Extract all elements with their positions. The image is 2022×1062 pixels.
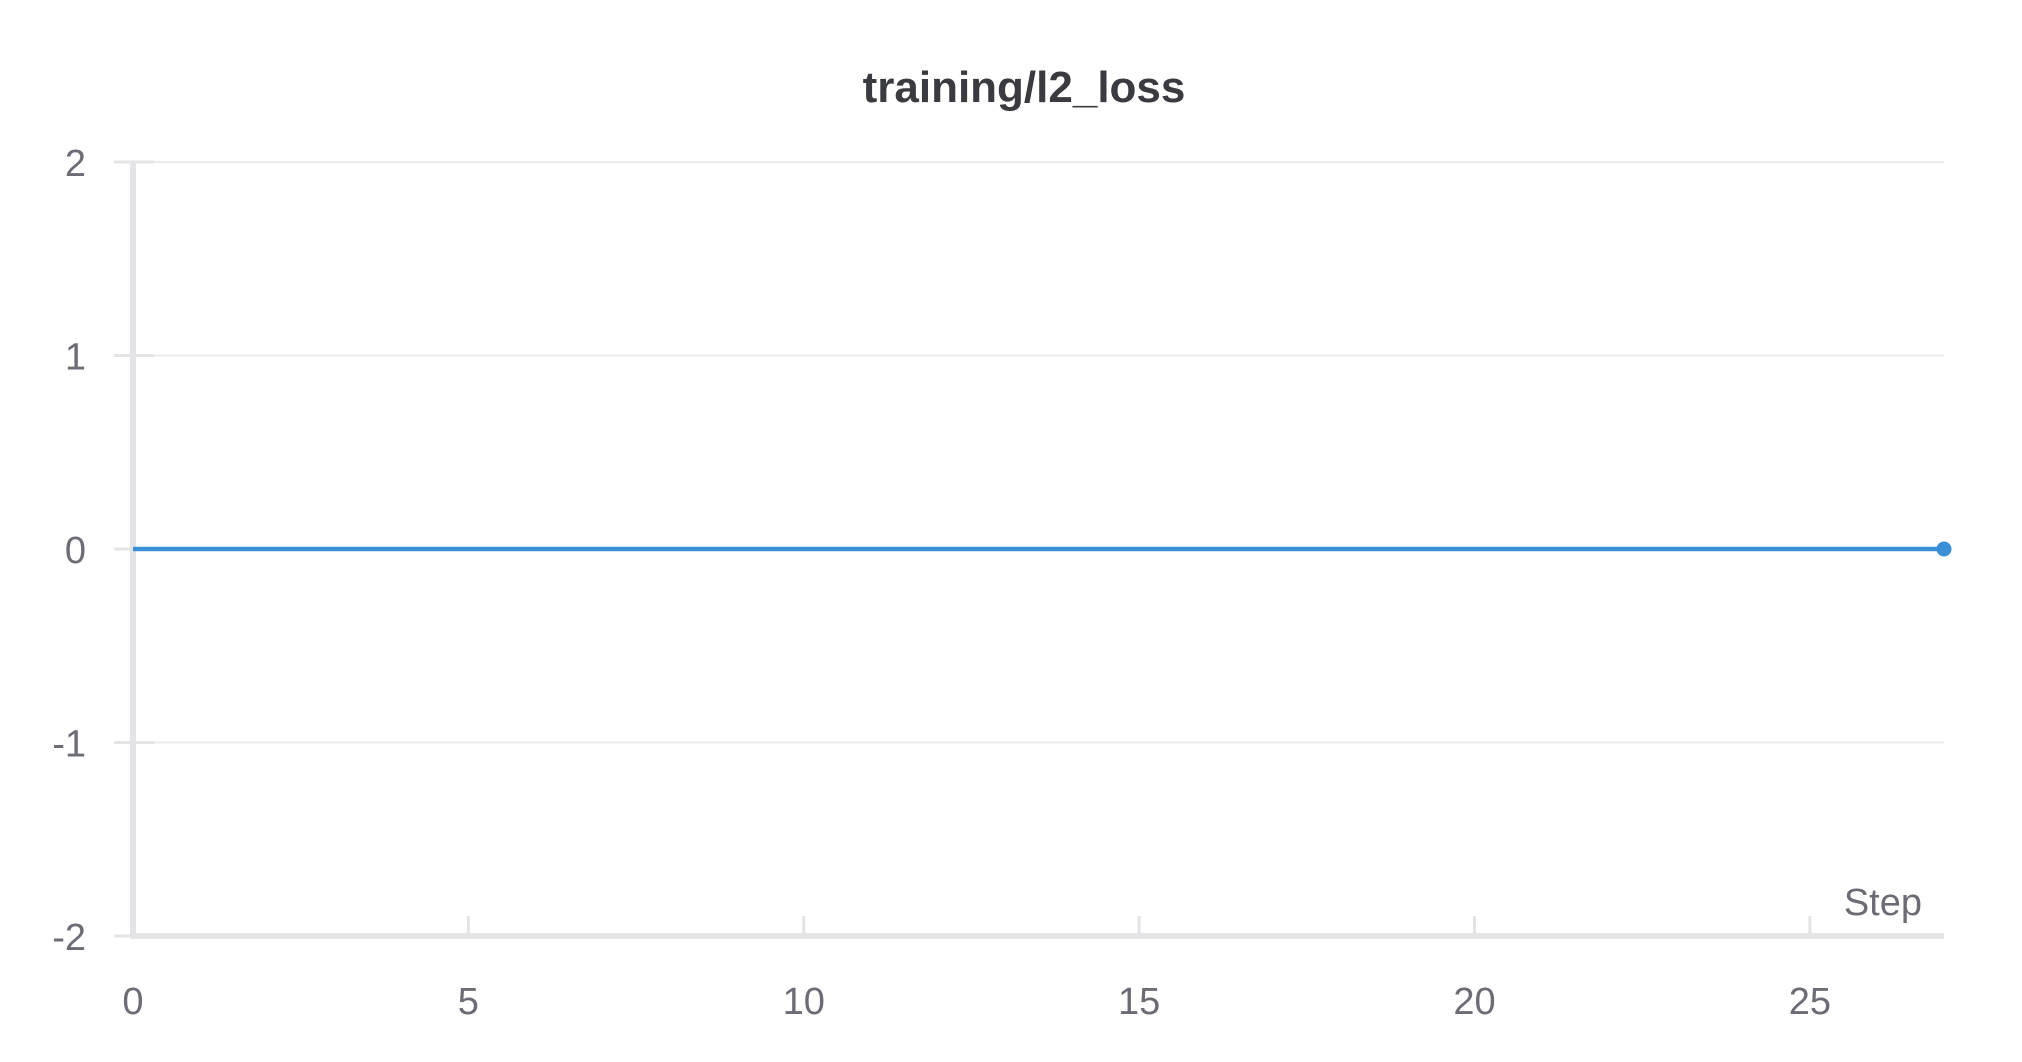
x-tick-label: 25	[1789, 981, 1831, 1023]
series-end-point	[1936, 541, 1952, 557]
series-layer	[133, 541, 1952, 557]
y-tick-label: 1	[65, 337, 86, 379]
x-tick-label: 15	[1118, 981, 1160, 1023]
chart-title: training/l2_loss	[863, 63, 1186, 112]
y-tick-label: -2	[52, 917, 86, 959]
y-tick-label: 2	[65, 143, 86, 185]
y-tick-label: 0	[65, 530, 86, 572]
y-tick-label: -1	[52, 724, 86, 766]
x-tick-label: 20	[1453, 981, 1495, 1023]
x-tick-label: 10	[783, 981, 825, 1023]
y-gridlines	[133, 161, 1944, 744]
x-tick-label: 5	[458, 981, 479, 1023]
x-tick-label: 0	[122, 981, 143, 1023]
x-axis-label: Step	[1844, 882, 1922, 924]
x-axis: 0 5 10 15 20 25	[122, 916, 1944, 1023]
